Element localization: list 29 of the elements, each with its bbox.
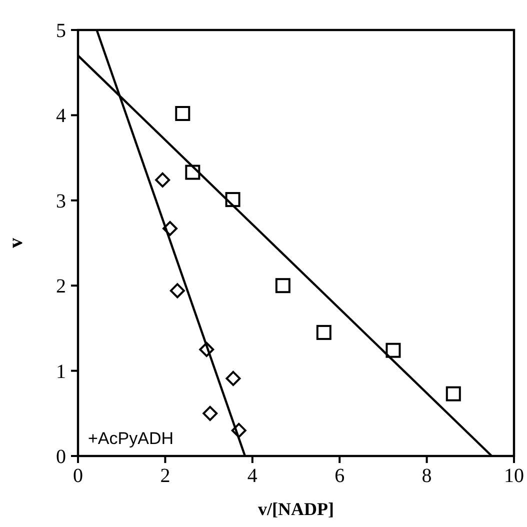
y-tick-label: 2	[56, 276, 66, 298]
x-tick-label: 6	[334, 465, 345, 487]
point	[386, 342, 401, 358]
point	[162, 221, 178, 236]
point	[226, 370, 241, 386]
point	[175, 106, 190, 121]
y-axis-title: v	[5, 238, 27, 248]
y-tick-label: 0	[56, 446, 66, 468]
x-tick-label: 0	[73, 465, 83, 487]
point	[202, 406, 218, 421]
x-axis-title: v/[NADP]	[258, 499, 334, 519]
point	[170, 283, 185, 298]
y-tick-label: 3	[56, 190, 66, 212]
point	[155, 172, 170, 188]
point	[199, 342, 214, 357]
point	[185, 164, 200, 180]
point	[446, 386, 461, 402]
x-tick-label: 8	[422, 465, 432, 487]
y-tick-label: 5	[56, 20, 66, 42]
y-tick-label: 4	[56, 105, 66, 128]
x-tick-label: 2	[160, 465, 170, 487]
annotation: +AcPyADH	[88, 429, 174, 448]
point	[231, 422, 246, 438]
point	[316, 324, 332, 340]
point	[225, 192, 240, 208]
x-tick-label: 10	[504, 465, 524, 487]
point	[275, 278, 290, 294]
x-tick-label: 4	[247, 465, 258, 487]
y-tick-label: 1	[56, 360, 66, 383]
